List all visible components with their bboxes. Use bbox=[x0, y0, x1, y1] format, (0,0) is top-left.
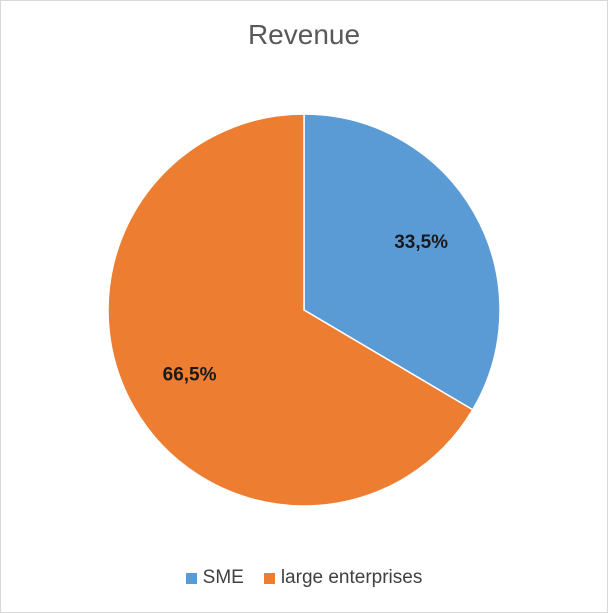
legend-swatch-sme bbox=[185, 572, 197, 584]
data-label-sme: 33,5% bbox=[394, 232, 448, 253]
legend-item-sme: SME bbox=[185, 567, 244, 589]
data-labels: 33,5% 66,5% bbox=[163, 232, 449, 385]
pie-slices bbox=[107, 113, 501, 507]
legend-item-large-enterprises: large enterprises bbox=[263, 567, 423, 589]
chart-title: Revenue bbox=[247, 19, 361, 50]
pie-slice-sme bbox=[303, 113, 501, 411]
pie-slice-large-enterprises bbox=[107, 113, 474, 507]
legend-label-sme: SME bbox=[202, 567, 244, 588]
legend-swatch-large-enterprises bbox=[263, 572, 275, 584]
legend: SME large enterprises bbox=[1, 567, 607, 589]
legend-label-large-enterprises: large enterprises bbox=[280, 567, 423, 588]
data-label-large-enterprises: 66,5% bbox=[163, 364, 217, 385]
